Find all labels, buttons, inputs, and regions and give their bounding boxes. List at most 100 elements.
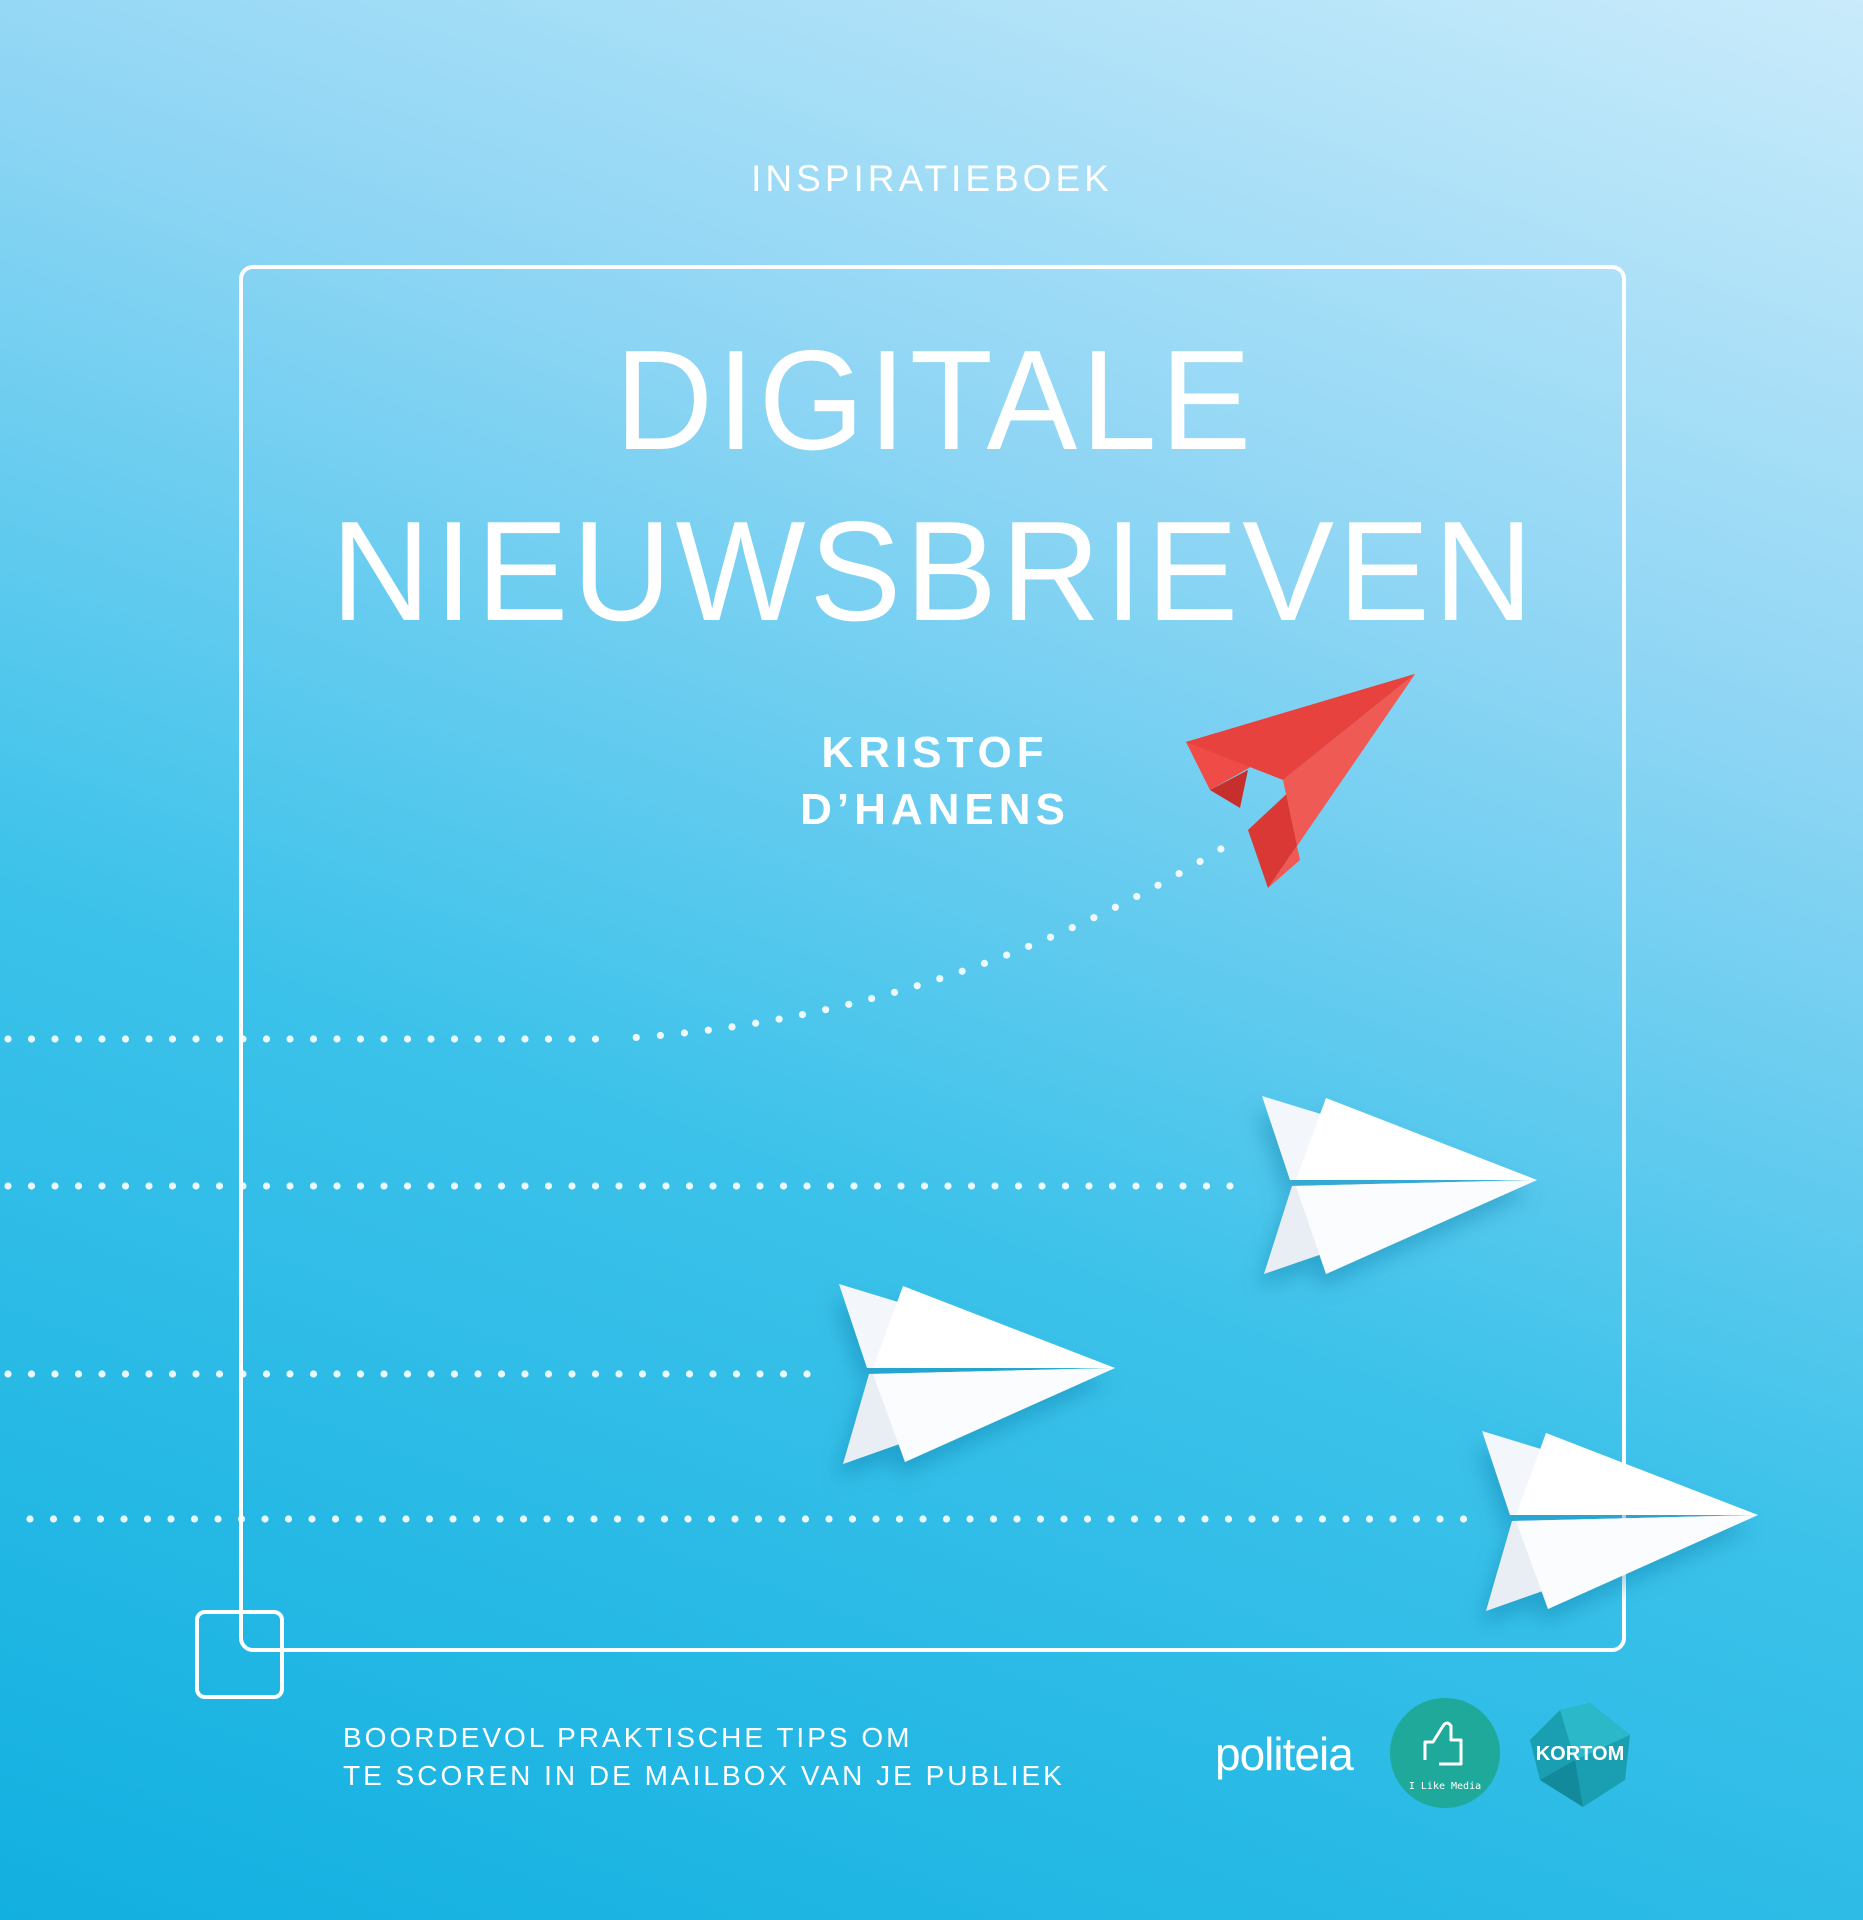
path-dot [143,1515,152,1523]
path-dot [497,1182,506,1190]
path-dot [591,1182,600,1190]
path-dot [284,1515,293,1523]
path-dot [1342,1515,1350,1523]
path-dot [615,1182,623,1190]
path-dot [967,1182,976,1190]
title-line-1: DIGITALE [615,321,1255,480]
path-dot [1224,1515,1233,1523]
path-dot [568,1370,576,1378]
path-dot [756,1370,764,1378]
path-dot [1111,903,1120,911]
white-paper-plane [1482,1431,1758,1611]
path-dot [873,1182,882,1190]
path-dot [1083,1515,1092,1523]
path-dot [309,1182,318,1190]
path-dot [1108,1182,1117,1190]
path-dot [566,1515,575,1523]
path-dot [728,1023,736,1031]
path-dot [919,1515,927,1523]
politeia-logo: politeia [1215,1728,1354,1780]
path-dot [1068,924,1076,932]
path-dot [450,1035,459,1043]
path-dot [662,1370,670,1378]
path-dot [638,1370,647,1378]
path-dot [660,1515,669,1523]
path-dot [1459,1515,1468,1523]
path-dot [168,1182,177,1190]
path-dot [521,1182,529,1190]
path-dot [709,1370,717,1378]
path-dot [472,1515,481,1523]
path-dot [51,1035,59,1043]
path-dot [474,1370,482,1378]
path-dot [4,1035,12,1043]
path-dot [192,1035,200,1043]
path-dot [98,1370,106,1378]
path-dot [731,1515,739,1523]
path-dot [286,1370,294,1378]
path-dot [848,1515,857,1523]
path-dot [1013,1515,1021,1523]
path-dot [803,1370,811,1378]
path-dot [145,1370,153,1378]
path-dot [1226,1182,1234,1190]
path-dot [845,1000,853,1008]
path-dot [913,982,921,990]
path-dot [980,959,989,967]
path-dot [1177,1515,1186,1523]
path-dot [427,1370,435,1378]
path-dot [1038,1182,1046,1190]
path-dot [662,1182,670,1190]
path-dot [613,1515,622,1523]
path-dot [680,1029,689,1037]
path-dot [890,988,899,996]
ilikemedia-logo: I Like Media [1390,1698,1500,1808]
path-dot [1014,1182,1023,1190]
path-dot [333,1370,341,1378]
path-dot [1436,1515,1444,1523]
path-dot [1389,1515,1397,1523]
svg-text:KORTOM: KORTOM [1536,1743,1625,1765]
path-dot [778,1515,786,1523]
corner-square [195,1610,284,1699]
path-dot [704,1026,712,1034]
path-dot [872,1515,880,1523]
path-dot [378,1515,387,1523]
path-dot [449,1515,457,1523]
path-dot [427,1035,435,1043]
path-dot [214,1515,222,1523]
path-dot [1060,1515,1068,1523]
label-text: INSPIRATIEBOEK [751,158,1113,199]
path-dot [732,1182,741,1190]
path-dot [333,1182,341,1190]
path-dot [1025,942,1033,950]
path-dot [402,1515,410,1523]
path-dot [1003,951,1011,959]
path-dot [754,1515,763,1523]
path-dot [73,1515,81,1523]
path-dot [496,1515,504,1523]
path-dot [966,1515,974,1523]
path-dot [74,1370,83,1378]
path-dot [450,1370,459,1378]
path-dot [356,1035,365,1043]
path-dot [49,1515,58,1523]
path-dot [1217,845,1225,853]
path-dot [1107,1515,1115,1523]
path-dot [215,1035,224,1043]
path-dot [192,1370,200,1378]
path-dot [1196,857,1204,866]
path-dot [286,1035,294,1043]
path-dot [775,1015,783,1023]
path-dot [474,1035,482,1043]
path-dot [803,1182,811,1190]
path-dot [121,1370,130,1378]
path-dot [331,1515,340,1523]
thumbs-up-icon [1423,1721,1463,1766]
path-dot [355,1515,363,1523]
path-dot [826,1182,835,1190]
path-dot [450,1182,459,1190]
path-dot [215,1370,224,1378]
path-dot [380,1370,388,1378]
